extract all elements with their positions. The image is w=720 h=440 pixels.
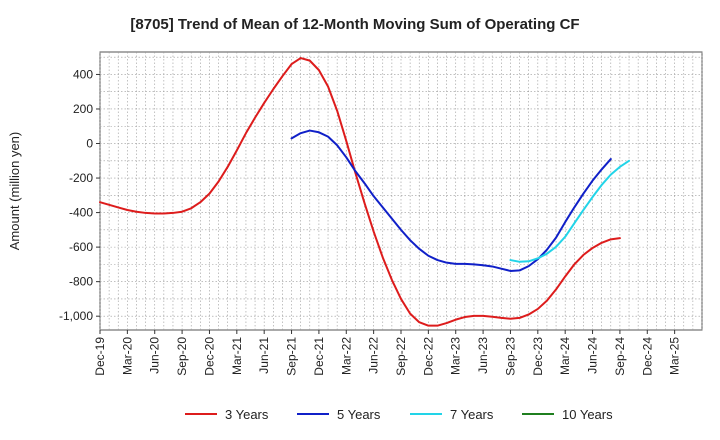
y-tick-label: -1,000 bbox=[59, 309, 93, 323]
plot-background bbox=[100, 52, 702, 330]
x-tick-label: Dec-24 bbox=[640, 337, 654, 376]
plot-area bbox=[99, 51, 703, 331]
legend-entry-label: 3 Years bbox=[225, 407, 269, 422]
y-tick-label: -600 bbox=[69, 240, 93, 254]
legend: 3 Years 5 Years 7 Years 10 Years bbox=[185, 407, 613, 422]
y-axis-ticks: 400 200 0 -200 -400 -600 -800 -1,000 bbox=[59, 67, 100, 323]
chart-title: [8705] Trend of Mean of 12-Month Moving … bbox=[130, 16, 579, 33]
legend-entry-label: 5 Years bbox=[337, 407, 381, 422]
y-tick-label: -800 bbox=[69, 275, 93, 289]
x-tick-label: Mar-24 bbox=[558, 337, 572, 375]
x-tick-label: Sep-22 bbox=[394, 337, 408, 376]
x-tick-label: Dec-19 bbox=[93, 337, 107, 376]
y-tick-label: -200 bbox=[69, 171, 93, 185]
series-line-7-years bbox=[509, 159, 631, 263]
y-tick-label: 0 bbox=[86, 137, 93, 151]
series-line-3-years bbox=[99, 57, 621, 327]
x-tick-label: Jun-21 bbox=[257, 337, 271, 374]
x-tick-label: Mar-21 bbox=[230, 337, 244, 375]
x-tick-label: Sep-24 bbox=[613, 337, 627, 376]
x-tick-label: Dec-21 bbox=[312, 337, 326, 376]
x-tick-label: Mar-23 bbox=[449, 337, 463, 375]
x-tick-label: Dec-23 bbox=[531, 337, 545, 376]
x-tick-label: Jun-20 bbox=[148, 337, 162, 374]
x-tick-label: Dec-20 bbox=[202, 337, 216, 376]
x-tick-label: Mar-20 bbox=[120, 337, 134, 375]
x-tick-label: Sep-23 bbox=[503, 337, 517, 376]
y-axis-label: Amount (million yen) bbox=[7, 132, 22, 251]
legend-entry-label: 10 Years bbox=[562, 407, 613, 422]
series-line-5-years bbox=[290, 129, 612, 272]
x-tick-label: Sep-20 bbox=[175, 337, 189, 376]
y-tick-label: 400 bbox=[73, 67, 93, 81]
x-tick-label: Jun-24 bbox=[586, 337, 600, 374]
x-tick-label: Jun-22 bbox=[367, 337, 381, 374]
x-tick-label: Sep-21 bbox=[285, 337, 299, 376]
y-tick-label: -400 bbox=[69, 206, 93, 220]
series-lines bbox=[99, 57, 631, 327]
x-tick-label: Dec-22 bbox=[421, 337, 435, 376]
legend-entry-label: 7 Years bbox=[450, 407, 494, 422]
y-tick-label: 200 bbox=[73, 102, 93, 116]
x-tick-label: Mar-22 bbox=[339, 337, 353, 375]
x-axis-ticks: Dec-19 Mar-20 Jun-20 Sep-20 Dec-20 Mar-21 Jun-… bbox=[93, 330, 682, 376]
x-tick-label: Mar-25 bbox=[668, 337, 682, 375]
x-tick-label: Jun-23 bbox=[476, 337, 490, 374]
